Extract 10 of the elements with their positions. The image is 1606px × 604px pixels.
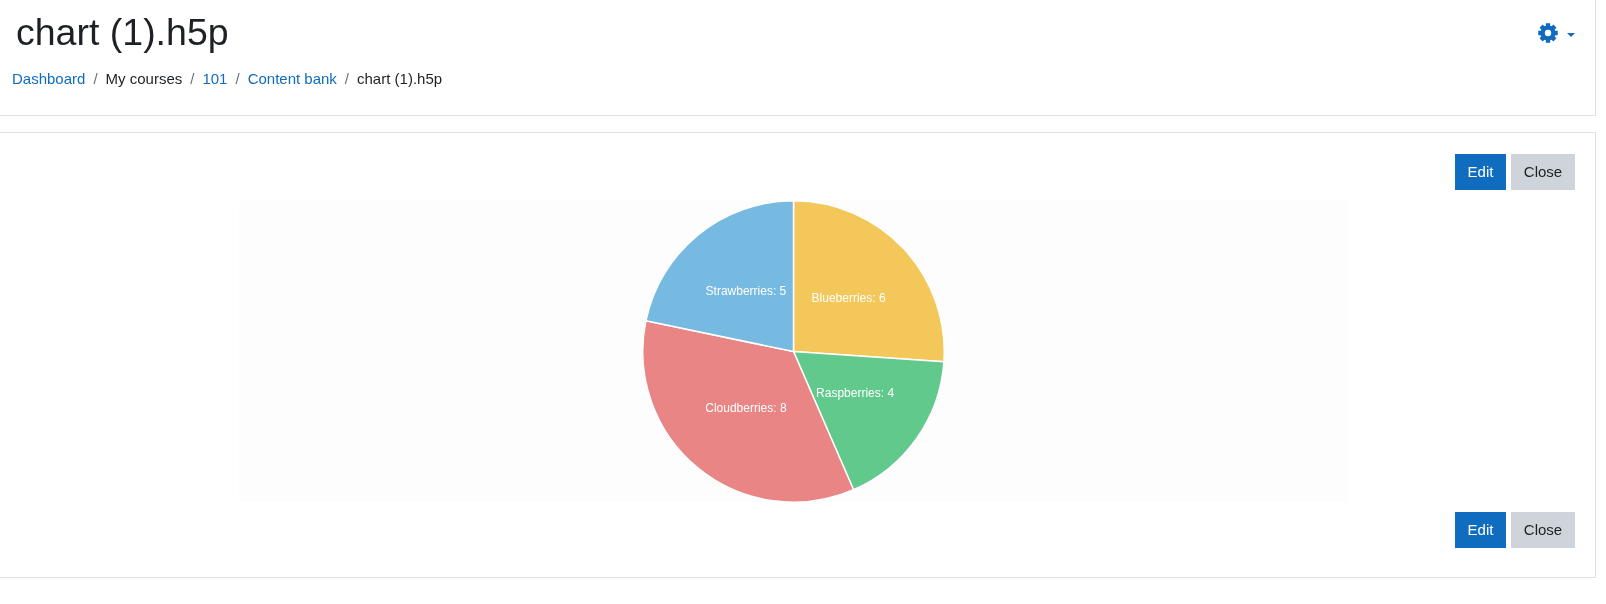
slice-label: Raspberries: 4 xyxy=(816,385,895,400)
text: chart (1).h5p xyxy=(16,11,229,53)
slice-label: Cloudberries: 8 xyxy=(705,400,787,415)
secondary-button: Close xyxy=(1511,154,1575,190)
primary-button: Edit xyxy=(1455,154,1506,190)
secondary-button: Close xyxy=(1511,512,1575,548)
slice-label: Blueberries: 6 xyxy=(811,290,886,305)
slice-label: Strawberries: 5 xyxy=(705,283,787,298)
primary-button: Edit xyxy=(1455,512,1506,548)
text: Dashboard / My courses / 101 / Content bank / chart (1).h5p xyxy=(12,70,443,87)
